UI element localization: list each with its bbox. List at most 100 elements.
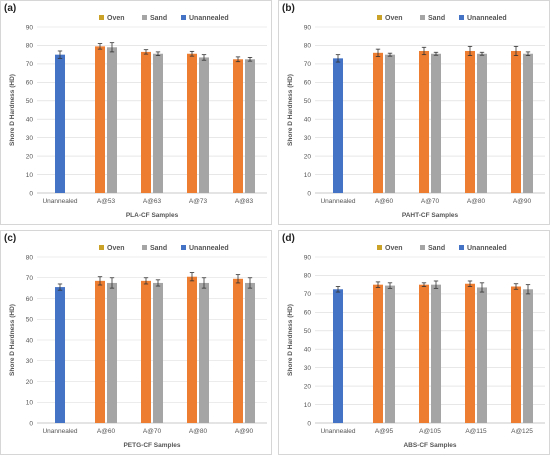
y-tick-label: 60: [304, 80, 312, 87]
legend-label: Oven: [107, 15, 125, 22]
bar-sand: [523, 53, 533, 193]
bar-unannealed: [55, 54, 65, 193]
bar-sand: [245, 59, 255, 194]
legend-swatch: [377, 245, 382, 250]
bar-sand: [107, 282, 117, 423]
y-tick-label: 80: [304, 43, 312, 50]
y-tick-label: 50: [304, 98, 312, 105]
x-tick-label: A@53: [97, 198, 116, 205]
bar-oven: [95, 46, 105, 193]
legend-swatch: [420, 245, 425, 250]
y-tick-label: 50: [26, 317, 34, 324]
panel-label: (a): [4, 3, 17, 14]
y-tick-label: 90: [26, 24, 34, 31]
legend-swatch: [99, 245, 104, 250]
x-tick-label: A@73: [189, 198, 208, 205]
legend-label: Unannealed: [189, 245, 229, 252]
y-tick-label: 70: [304, 291, 312, 298]
chart-panel-c: (c) 0 10 20 30 40 50 60 70 80 Unannealed A@60 A@70 A…: [0, 230, 272, 455]
y-axis-title: Shore D Hardness (HD): [9, 304, 16, 376]
bar-unannealed: [55, 287, 65, 423]
y-tick-label: 80: [304, 273, 312, 280]
y-tick-label: 40: [26, 337, 34, 344]
legend-label: Unannealed: [189, 15, 229, 22]
y-tick-label: 70: [26, 275, 34, 282]
x-tick-label: A@90: [235, 428, 254, 435]
y-tick-label: 60: [304, 310, 312, 317]
x-axis-title: ABS-CF Samples: [403, 442, 456, 449]
x-tick-label: A@83: [235, 198, 254, 205]
chart-svg-b: 0 10 20 30 40 50 60 70 80 90 Unannealed A@60 A@70 A@8…: [287, 15, 545, 219]
y-axis-title: Shore D Hardness (HD): [9, 74, 16, 146]
legend-swatch: [142, 245, 147, 250]
chart-panel-a: (a) 0 10 20 30 40 50 60 70 80 90 Unannealed A@53 A@6…: [0, 0, 272, 225]
bar-oven: [187, 276, 197, 423]
y-tick-label: 20: [304, 153, 312, 160]
bar-unannealed: [333, 58, 343, 193]
x-tick-label: Unannealed: [42, 198, 77, 205]
bar-sand: [385, 54, 395, 193]
bar-oven: [465, 50, 475, 193]
x-axis-title: PAHT-CF Samples: [402, 212, 459, 219]
x-tick-label: A@70: [421, 198, 440, 205]
y-tick-label: 0: [29, 190, 33, 197]
bar-oven: [373, 284, 383, 423]
chart-panel-d: (d) 0 10 20 30 40 50 60 70 80 90 Unannealed A@95 A@1…: [278, 230, 550, 455]
panel-label: (c): [4, 233, 17, 244]
y-tick-label: 40: [304, 117, 312, 124]
x-axis-title: PLA-CF Samples: [126, 212, 179, 219]
bar-oven: [233, 278, 243, 423]
legend-label: Oven: [385, 15, 403, 22]
legend-label: Unannealed: [467, 15, 507, 22]
y-tick-label: 10: [26, 400, 34, 407]
bar-sand: [153, 53, 163, 193]
bar-oven: [187, 53, 197, 193]
y-tick-label: 20: [304, 383, 312, 390]
bar-sand: [199, 57, 209, 193]
bar-sand: [153, 282, 163, 423]
x-tick-label: A@90: [513, 198, 532, 205]
legend-swatch: [142, 15, 147, 20]
y-tick-label: 10: [304, 402, 312, 409]
bar-sand: [107, 47, 117, 194]
bar-unannealed: [333, 289, 343, 423]
legend-swatch: [377, 15, 382, 20]
y-tick-label: 30: [304, 135, 312, 142]
bar-oven: [511, 50, 521, 193]
y-tick-label: 60: [26, 80, 34, 87]
x-tick-label: A@63: [143, 198, 162, 205]
legend-label: Oven: [385, 245, 403, 252]
y-tick-label: 70: [304, 61, 312, 68]
x-tick-label: A@70: [143, 428, 162, 435]
legend-swatch: [459, 245, 464, 250]
bar-sand: [477, 53, 487, 193]
bar-oven: [511, 286, 521, 423]
legend-label: Sand: [150, 245, 167, 252]
y-tick-label: 80: [26, 254, 34, 261]
bar-oven: [419, 50, 429, 193]
chart-panel-b: (b) 0 10 20 30 40 50 60 70 80 90 Unannealed A@60 A@7…: [278, 0, 550, 225]
y-tick-label: 30: [304, 365, 312, 372]
y-tick-label: 80: [26, 43, 34, 50]
y-axis-title: Shore D Hardness (HD): [287, 304, 294, 376]
bar-sand: [431, 53, 441, 193]
panel-label: (b): [282, 3, 295, 14]
bar-sand: [245, 282, 255, 423]
y-tick-label: 40: [304, 347, 312, 354]
y-tick-label: 10: [304, 172, 312, 179]
bar-oven: [141, 280, 151, 423]
legend-swatch: [181, 245, 186, 250]
y-tick-label: 20: [26, 153, 34, 160]
y-axis-title: Shore D Hardness (HD): [287, 74, 294, 146]
y-tick-label: 0: [307, 420, 311, 427]
y-tick-label: 50: [26, 98, 34, 105]
bar-oven: [233, 59, 243, 194]
x-tick-label: Unannealed: [42, 428, 77, 435]
x-tick-label: A@60: [375, 198, 394, 205]
y-tick-label: 70: [26, 61, 34, 68]
bar-oven: [141, 51, 151, 194]
x-tick-label: A@80: [467, 198, 486, 205]
y-tick-label: 30: [26, 358, 34, 365]
bar-sand: [199, 282, 209, 423]
x-tick-label: Unannealed: [320, 198, 355, 205]
